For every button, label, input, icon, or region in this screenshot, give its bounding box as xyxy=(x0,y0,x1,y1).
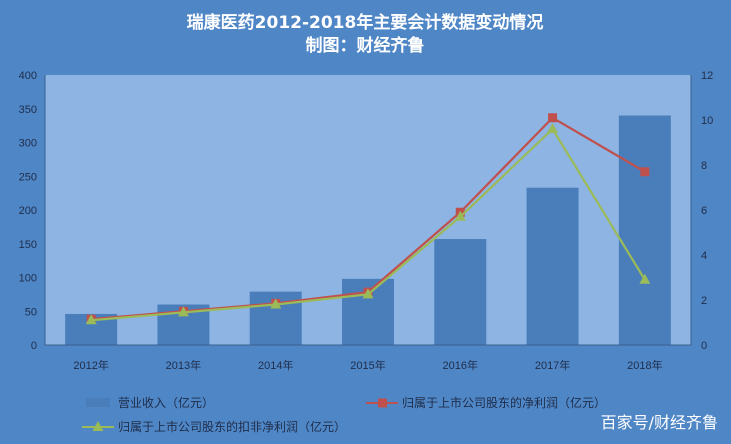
line-point xyxy=(547,123,559,133)
y-tick-label: 250 xyxy=(19,171,37,183)
bar xyxy=(618,115,671,345)
chart-title: 瑞康医药2012-2018年主要会计数据变动情况 xyxy=(187,12,544,33)
line-point xyxy=(85,314,97,325)
line-point xyxy=(177,306,189,317)
x-tick-label: 2018年 xyxy=(627,358,662,372)
x-tick-label: 2012年 xyxy=(73,358,108,372)
bar xyxy=(434,239,487,345)
legend: 营业收入（亿元） 归属于上市公司股东的净利润（亿元） 归属于上市公司股东的扣非净利润… xyxy=(82,395,606,434)
y2-tick-label: 4 xyxy=(701,250,707,262)
y-tick-label: 100 xyxy=(19,273,37,285)
line-point xyxy=(548,113,558,123)
line-series xyxy=(85,113,651,325)
line-point xyxy=(639,273,651,284)
y2-tick-label: 10 xyxy=(701,115,713,127)
y2-tick-label: 6 xyxy=(701,205,707,217)
y-tick-label: 300 xyxy=(19,138,37,150)
x-tick-label: 2013年 xyxy=(166,358,201,372)
x-tick-label: 2016年 xyxy=(443,358,478,372)
y2-tick-label: 0 xyxy=(701,340,707,352)
line-point xyxy=(454,210,466,221)
x-tick-label: 2014年 xyxy=(258,358,293,372)
watermark: 百家号/财经齐鲁 xyxy=(601,413,718,432)
legend-label: 归属于上市公司股东的净利润（亿元） xyxy=(402,395,606,410)
y2-tick-label: 8 xyxy=(701,160,707,172)
bar xyxy=(526,187,579,345)
line-point xyxy=(640,167,650,177)
y2-tick-label: 2 xyxy=(701,295,707,307)
y-tick-label: 150 xyxy=(19,239,37,251)
line-point xyxy=(362,288,374,299)
legend-label: 归属于上市公司股东的扣非净利润（亿元） xyxy=(118,419,346,434)
y2-tick-label: 12 xyxy=(701,70,713,82)
y-tick-label: 50 xyxy=(25,306,37,318)
axes: 0 50 100 150 200 250 300 350 400 0 2 4 6 8 10 12 2012年 20… xyxy=(19,70,714,372)
y-tick-label: 0 xyxy=(31,340,37,352)
legend-label: 营业收入（亿元） xyxy=(118,395,214,410)
x-tick-label: 2015年 xyxy=(350,358,385,372)
line-point xyxy=(270,298,282,309)
y-tick-label: 350 xyxy=(19,104,37,116)
legend-swatch xyxy=(86,398,110,407)
legend-marker xyxy=(378,398,387,408)
y-tick-label: 400 xyxy=(19,70,37,82)
legend-marker xyxy=(92,421,104,431)
chart-subtitle: 制图：财经齐鲁 xyxy=(306,35,425,56)
x-tick-label: 2017年 xyxy=(535,358,570,372)
y-tick-label: 200 xyxy=(19,205,37,217)
